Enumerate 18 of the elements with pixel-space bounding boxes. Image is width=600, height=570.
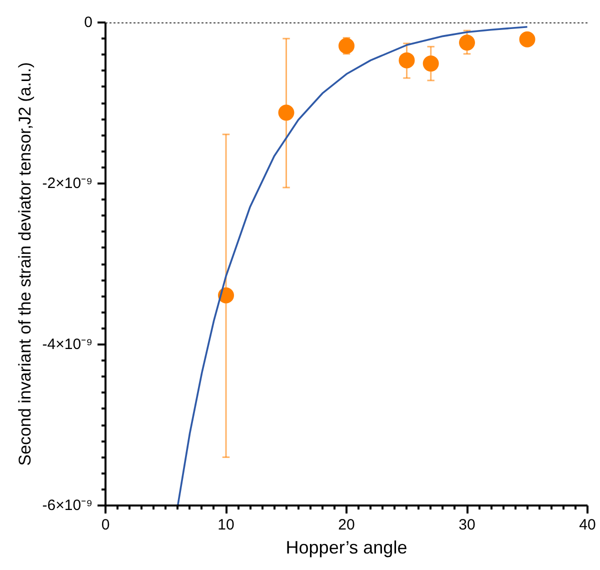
y-tick-label: -6×10⁻⁹ bbox=[42, 497, 93, 514]
x-tick-label: 0 bbox=[101, 516, 110, 534]
x-axis-title: Hopper’s angle bbox=[286, 538, 408, 558]
point bbox=[519, 31, 536, 48]
line-series bbox=[176, 26, 528, 506]
y-tick-label: 0 bbox=[84, 14, 92, 31]
point bbox=[338, 38, 354, 54]
y-tick-label: -2×10⁻⁹ bbox=[42, 175, 93, 192]
x-tick-label: 20 bbox=[338, 516, 355, 534]
x-tick-label: 10 bbox=[218, 516, 234, 534]
x-tick-label: 30 bbox=[458, 516, 476, 534]
point bbox=[398, 52, 415, 68]
point bbox=[422, 56, 439, 72]
y-axis-title: Second invariant of the strain deviator tensor,J2 (a.u.) bbox=[15, 62, 34, 466]
point bbox=[278, 104, 294, 121]
point bbox=[459, 34, 475, 51]
x-tick-label: 40 bbox=[579, 516, 596, 534]
y-tick-label: -4×10⁻⁹ bbox=[42, 336, 93, 353]
